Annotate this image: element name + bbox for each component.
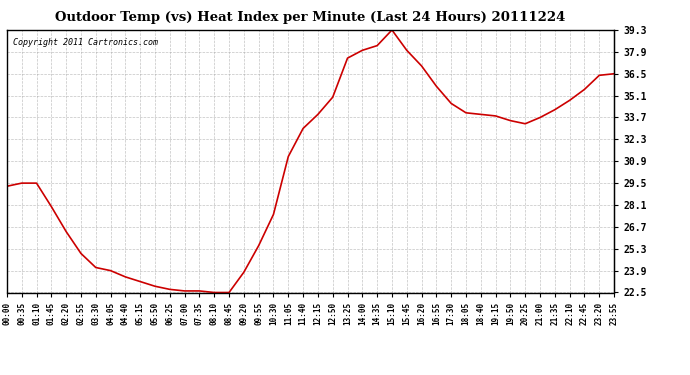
Text: Copyright 2011 Cartronics.com: Copyright 2011 Cartronics.com <box>13 38 158 47</box>
Text: Outdoor Temp (vs) Heat Index per Minute (Last 24 Hours) 20111224: Outdoor Temp (vs) Heat Index per Minute … <box>55 11 566 24</box>
